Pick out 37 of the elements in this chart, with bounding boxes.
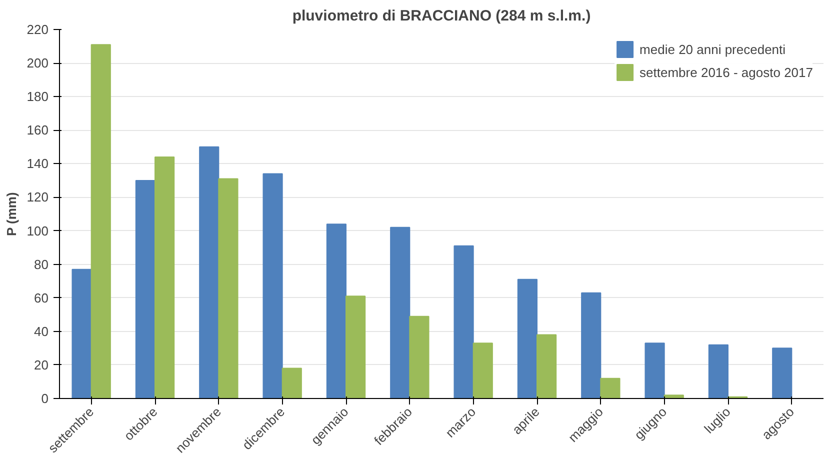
bar (409, 316, 430, 398)
bar (708, 344, 728, 398)
y-tick-label: 100 (26, 223, 49, 238)
y-tick-label: 40 (34, 324, 49, 339)
y-tick-label: 60 (34, 290, 49, 306)
bar (72, 268, 92, 398)
bar (472, 342, 493, 398)
bar (135, 180, 156, 398)
y-tick-label: 80 (34, 256, 49, 272)
bar (454, 245, 474, 398)
bar (282, 368, 302, 398)
bar (326, 224, 346, 398)
y-tick-label: 180 (26, 89, 49, 104)
bar (772, 348, 792, 398)
bar (644, 342, 665, 398)
legend-label: medie 20 anni precedenti (640, 42, 786, 56)
legend-label: settembre 2016 - agosto 2017 (640, 64, 813, 80)
y-tick-label: 140 (26, 156, 49, 172)
bar (581, 292, 602, 398)
y-tick-label: 20 (34, 357, 49, 372)
y-tick-label: 120 (26, 190, 49, 205)
bar (90, 44, 111, 398)
chart-title: pluviometro di BRACCIANO (284 m s.l.m.) (292, 8, 591, 24)
bar (218, 178, 238, 398)
bar (199, 146, 220, 398)
bar (154, 156, 175, 398)
bar (600, 378, 620, 398)
bar (517, 278, 538, 398)
y-tick-label: 160 (26, 122, 49, 138)
bar (346, 296, 366, 398)
y-axis-title: P (mm) (4, 192, 19, 236)
y-tick-label: 220 (26, 22, 49, 37)
y-tick-label: 200 (26, 56, 49, 71)
bar (262, 173, 283, 398)
bar (536, 334, 557, 398)
y-tick-label: 0 (41, 391, 49, 406)
bar (390, 226, 410, 398)
